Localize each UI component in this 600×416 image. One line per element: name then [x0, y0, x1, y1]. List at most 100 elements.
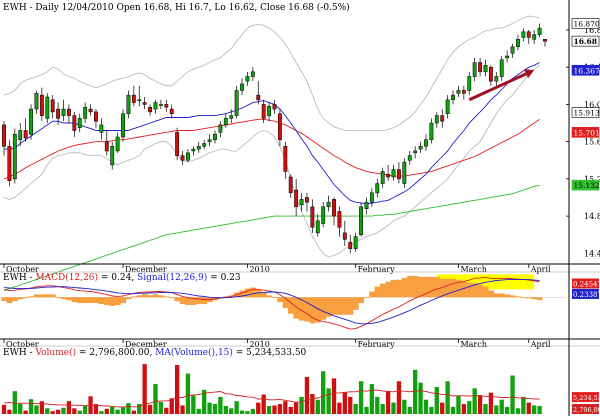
volume-bar — [504, 406, 510, 414]
volume-bar — [39, 401, 45, 414]
candle-body — [261, 104, 266, 119]
candle-body — [191, 148, 196, 152]
macd-hist-bar — [428, 276, 435, 298]
price-label: 15.7014 — [574, 128, 600, 137]
macd-hist-bar — [439, 278, 446, 298]
volume-bar — [261, 394, 266, 414]
candle-body — [315, 220, 320, 234]
macd-hist-bar — [423, 276, 429, 298]
candle-body — [158, 104, 163, 106]
volume-bar — [494, 405, 499, 414]
volume-bar — [12, 391, 17, 414]
candle-body — [202, 143, 207, 147]
candle-body — [207, 139, 212, 142]
macd-hist-bar — [250, 287, 256, 298]
candle-body — [461, 90, 466, 94]
candle-body — [337, 211, 342, 228]
volume-bar — [348, 396, 353, 414]
macd-histogram — [1, 275, 566, 324]
macd-hist-bar — [141, 294, 148, 298]
candle-body — [137, 99, 142, 102]
candle-body — [467, 76, 472, 91]
candle-body — [516, 39, 520, 47]
price-label: 16.68 — [574, 37, 598, 46]
candle-body — [288, 176, 293, 194]
candle-body — [223, 118, 228, 126]
candle-body — [245, 76, 250, 82]
volume-bar — [250, 408, 256, 414]
month-label: December — [125, 265, 167, 274]
macd-hist-bar — [336, 297, 343, 315]
volume-bar — [185, 373, 191, 414]
month-axis-price: October December 2010 February March April — [3, 264, 551, 274]
candle-body — [213, 133, 217, 141]
volume-bar — [423, 399, 429, 414]
volume-bar — [180, 405, 185, 414]
price-axis: 16.870716.6816.36715.913315.701415.13281… — [571, 18, 600, 258]
macd-hist-bar — [71, 297, 78, 303]
candle-body — [429, 122, 434, 141]
candle-body — [294, 189, 299, 208]
macd-label: 0.23387 — [573, 291, 600, 299]
volume-bar — [483, 404, 488, 414]
volume-bar — [526, 402, 531, 414]
candle-body — [234, 90, 239, 116]
macd-hist-bar — [407, 275, 413, 298]
macd-hist-bar — [515, 296, 521, 298]
volume-bar — [331, 378, 337, 414]
macd-hist-bar — [352, 297, 359, 310]
volume-bar — [537, 406, 542, 414]
signal-line — [3, 279, 540, 325]
volume-bar — [223, 406, 228, 414]
macd-hist-bar — [282, 297, 289, 308]
month-label: March — [460, 265, 486, 274]
macd-hist-bar — [66, 297, 72, 301]
candle-body — [272, 104, 277, 110]
bollinger-upper — [3, 15, 540, 131]
candle-body — [267, 106, 272, 116]
macd-hist-bar — [412, 275, 419, 298]
volume-bar — [174, 364, 180, 414]
macd-hist-bar — [499, 293, 505, 298]
volume-bar — [440, 402, 445, 414]
price-label: 14.40 — [584, 249, 600, 258]
volume-bar — [396, 381, 402, 414]
macd-hist-bar — [55, 297, 62, 299]
volume-bar — [461, 404, 467, 414]
volume-bar — [115, 409, 120, 414]
candle-body — [499, 59, 504, 77]
candle-body — [218, 124, 223, 133]
candle-body — [510, 46, 515, 54]
volume-bar — [407, 406, 412, 414]
candle-body — [440, 115, 445, 122]
macd-hist-bar — [390, 279, 397, 298]
price-tick-label: 15.60 — [584, 138, 600, 147]
candle-body — [537, 27, 542, 35]
volume-bar — [104, 408, 109, 414]
macd-hist-bar — [493, 293, 500, 298]
macd-label-box — [572, 278, 599, 289]
macd-hist-bar — [109, 297, 116, 307]
month-label: December — [125, 340, 167, 349]
volume-bar — [472, 388, 477, 414]
macd-hist-bar — [526, 297, 532, 299]
macd-hist-bar — [325, 297, 332, 317]
volume-bar — [402, 399, 407, 414]
candle-body — [196, 146, 201, 150]
macd-hist-bar — [379, 283, 386, 298]
volume-bar — [467, 401, 472, 414]
candle-body — [83, 106, 88, 119]
price-label-box — [571, 179, 600, 191]
candle-body — [424, 139, 428, 147]
volume-bar — [434, 386, 439, 414]
volume-bar — [207, 402, 212, 414]
candle-body — [380, 171, 385, 184]
price-label: 16.8707 — [574, 19, 600, 28]
candle-body — [326, 201, 331, 208]
candle-body — [483, 65, 488, 73]
volume-bar — [266, 406, 272, 414]
candle-body — [29, 108, 33, 135]
macd-hist-bar — [342, 297, 348, 315]
macd-hist-bar — [17, 297, 24, 300]
volume-label-box — [572, 392, 599, 403]
